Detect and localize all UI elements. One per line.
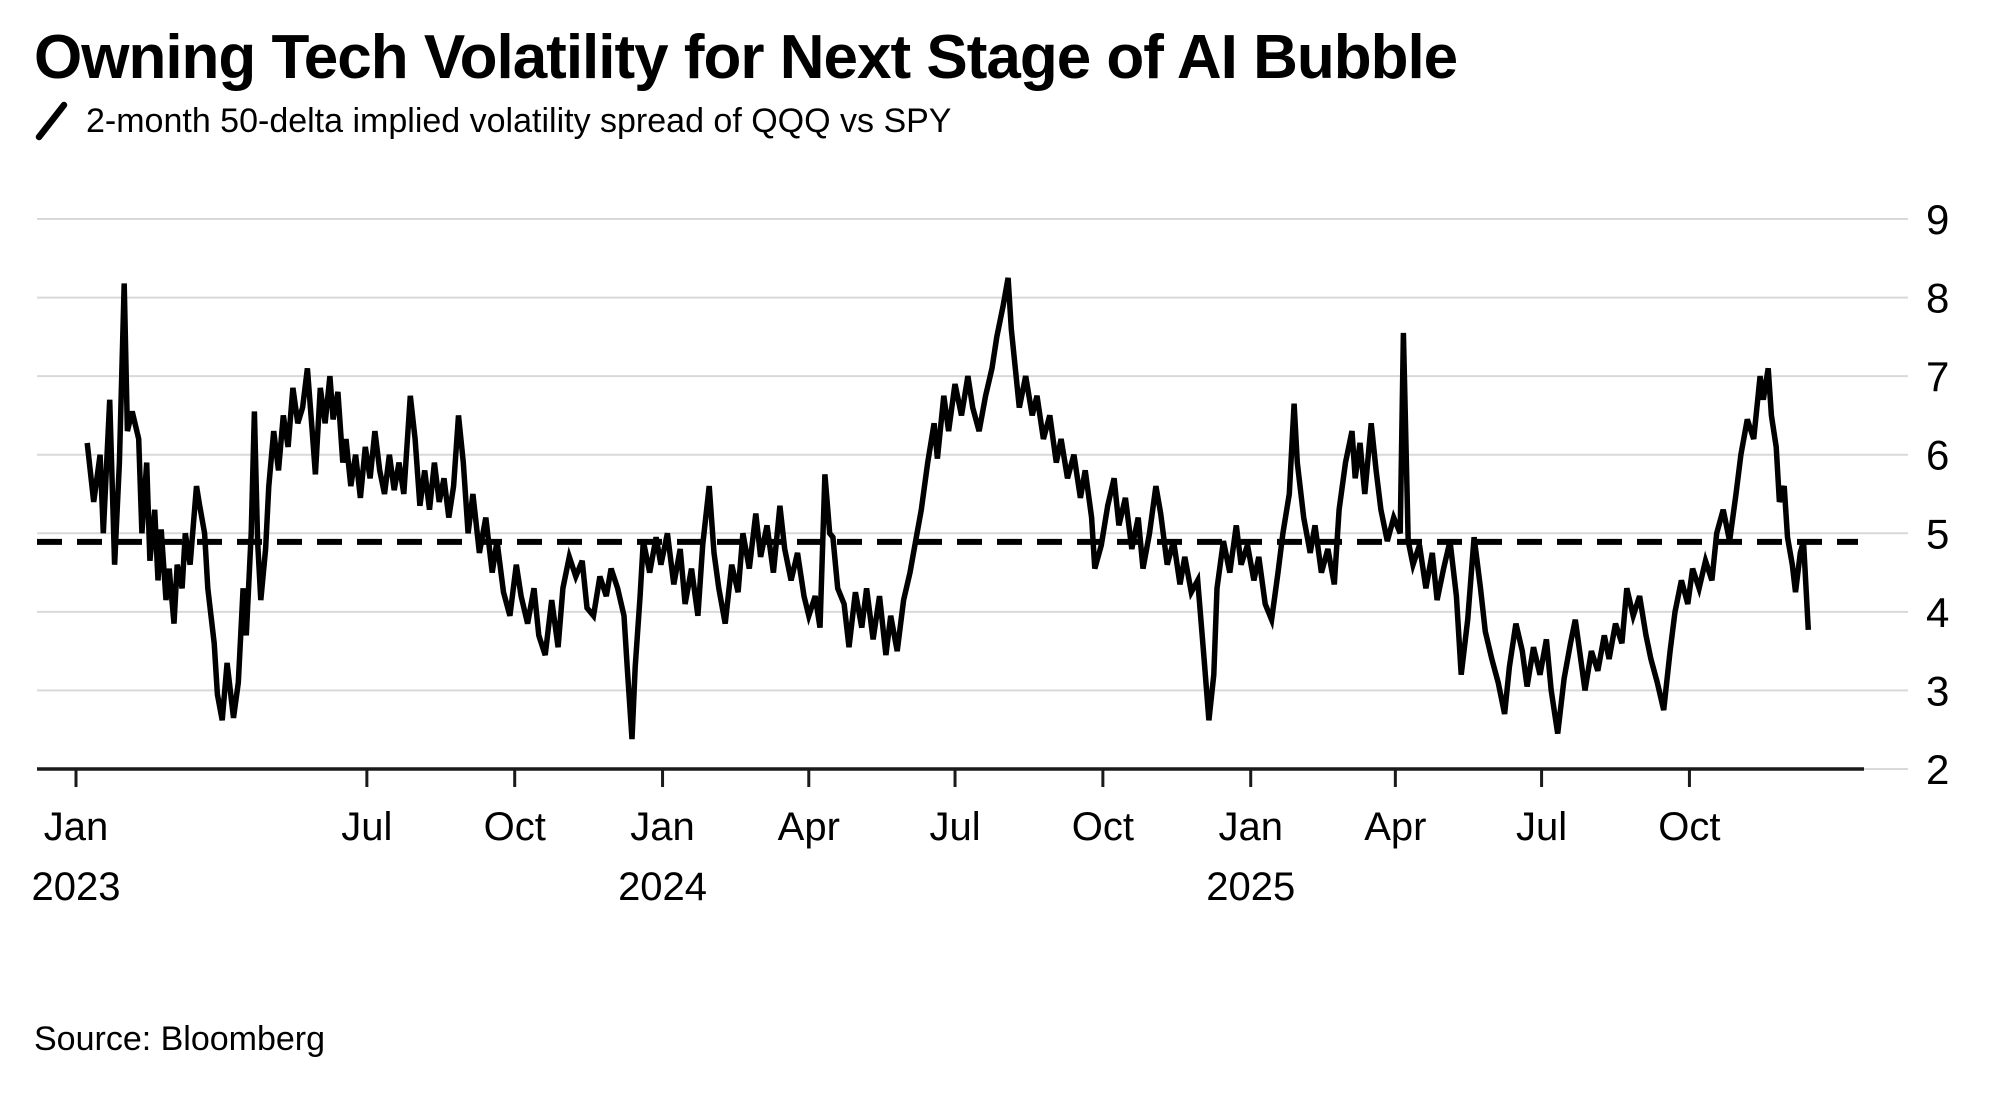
- legend: 2-month 50-delta implied volatility spre…: [34, 100, 952, 142]
- x-axis-tick-label: Jul: [341, 805, 392, 849]
- x-axis-tick-label: Jan: [1218, 805, 1283, 849]
- x-axis-year-label: 2023: [32, 865, 121, 909]
- x-axis-tick-label: Apr: [778, 805, 840, 849]
- y-axis-tick-label: 4: [1926, 589, 1949, 636]
- y-axis-tick-label: 3: [1926, 667, 1949, 714]
- x-axis-year-label: 2024: [618, 865, 707, 909]
- x-axis-tick-label: Jul: [1516, 805, 1567, 849]
- x-axis-tick-label: Oct: [1658, 805, 1720, 849]
- y-axis-tick-label: 6: [1926, 432, 1949, 479]
- x-axis-tick-label: Apr: [1364, 805, 1426, 849]
- source-credit: Source: Bloomberg: [34, 1020, 326, 1058]
- y-axis-tick-label: 8: [1926, 275, 1949, 322]
- series-line-legend-icon: [35, 101, 68, 141]
- y-axis-tick-label: 7: [1926, 353, 1949, 400]
- x-axis-tick-label: Oct: [484, 805, 546, 849]
- x-axis-year-label: 2025: [1206, 865, 1295, 909]
- x-axis-tick-label: Jan: [630, 805, 695, 849]
- x-axis-tick-label: Oct: [1072, 805, 1134, 849]
- x-axis-tick-label: Jul: [929, 805, 980, 849]
- chart-title: Owning Tech Volatility for Next Stage of…: [34, 23, 1458, 92]
- x-axis-tick-label: Jan: [44, 805, 109, 849]
- series-line: [84, 277, 1812, 740]
- y-axis-tick-label: 2: [1926, 746, 1949, 793]
- y-axis-tick-label: 5: [1926, 510, 1949, 557]
- y-axis-tick-label: 9: [1926, 196, 1949, 243]
- legend-label: 2-month 50-delta implied volatility spre…: [86, 101, 952, 140]
